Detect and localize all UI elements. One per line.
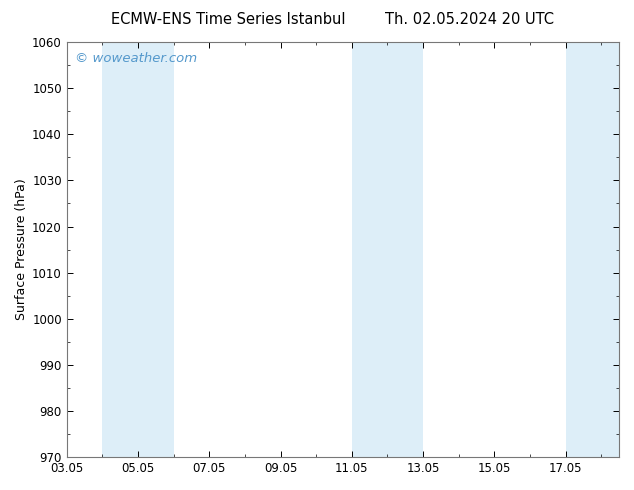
Text: Th. 02.05.2024 20 UTC: Th. 02.05.2024 20 UTC — [385, 12, 553, 27]
Text: © woweather.com: © woweather.com — [75, 52, 197, 66]
Bar — [103, 42, 138, 457]
Y-axis label: Surface Pressure (hPa): Surface Pressure (hPa) — [15, 179, 28, 320]
Bar — [387, 42, 423, 457]
Bar — [138, 42, 174, 457]
Bar — [566, 42, 619, 457]
Text: ECMW-ENS Time Series Istanbul: ECMW-ENS Time Series Istanbul — [111, 12, 346, 27]
Bar — [352, 42, 387, 457]
